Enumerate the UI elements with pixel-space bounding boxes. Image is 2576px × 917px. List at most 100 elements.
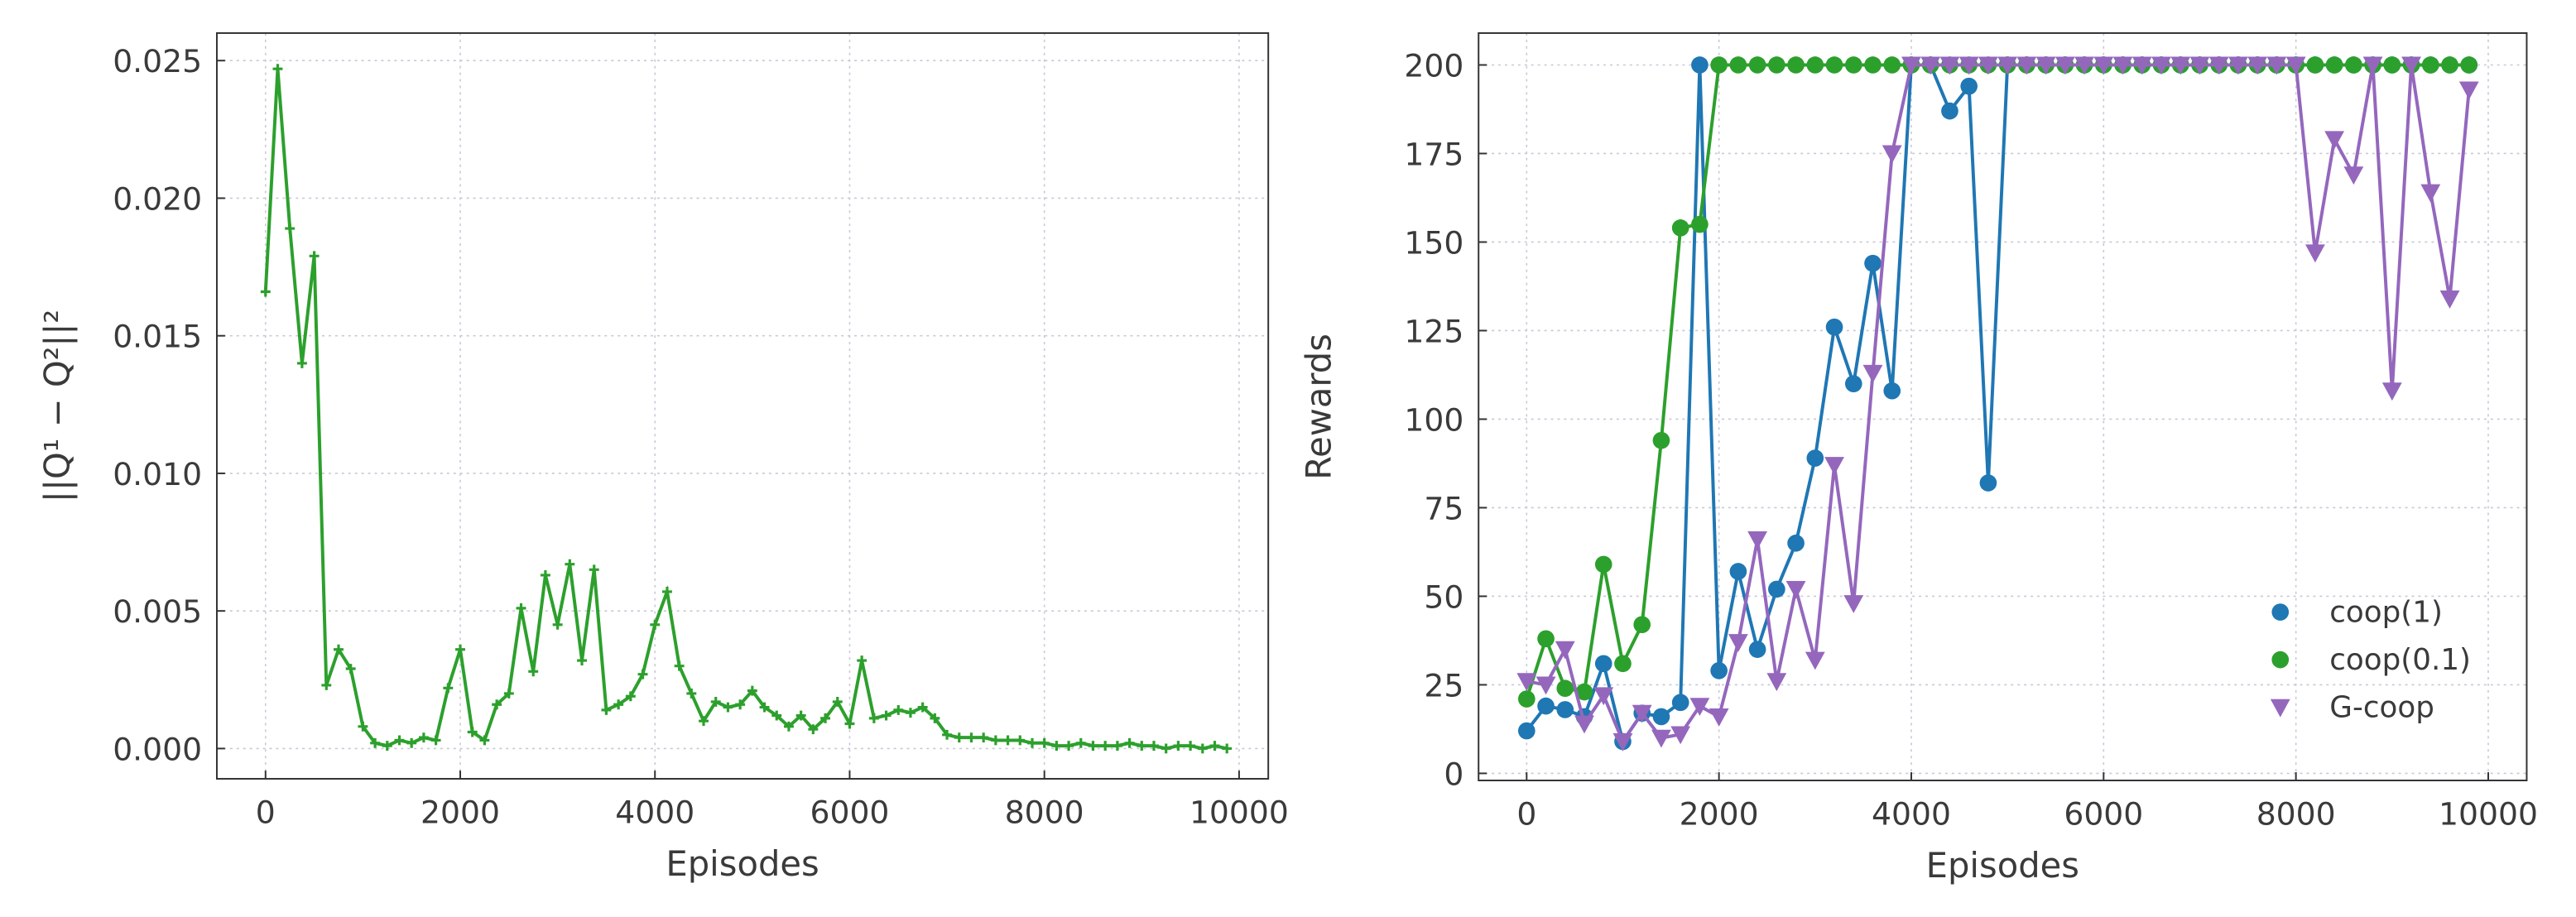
point — [1843, 595, 1864, 613]
point — [990, 735, 1001, 746]
point — [2131, 56, 2152, 75]
point — [625, 691, 636, 702]
point — [1124, 737, 1135, 748]
point — [1958, 56, 1979, 75]
point — [1710, 662, 1728, 679]
point — [2306, 56, 2324, 74]
point — [1729, 563, 1747, 580]
point — [2208, 56, 2229, 75]
point — [832, 696, 843, 707]
point — [1864, 56, 1882, 74]
point — [1710, 56, 1728, 74]
legend-label: coop(1) — [2329, 595, 2443, 629]
y-tick-label: 75 — [1424, 490, 1463, 526]
y-tick-label: 100 — [1404, 401, 1463, 438]
y-tick-label: 0.025 — [113, 43, 202, 79]
x-tick-label: 4000 — [615, 795, 694, 831]
point — [735, 699, 746, 710]
point — [540, 570, 550, 580]
point — [1137, 741, 1147, 751]
point — [1747, 531, 1768, 550]
point — [1691, 215, 1709, 233]
point — [1939, 56, 1960, 75]
point — [1862, 364, 1883, 383]
point — [1728, 634, 1748, 652]
point — [1517, 690, 1536, 708]
point — [358, 721, 368, 732]
x-tick-label: 2000 — [1680, 796, 1759, 833]
point — [1997, 56, 2018, 75]
point — [1844, 375, 1862, 392]
point — [613, 699, 624, 710]
point — [2420, 184, 2441, 203]
point — [1748, 641, 1766, 658]
point — [1787, 56, 1805, 74]
point — [467, 727, 478, 737]
point — [1671, 219, 1689, 237]
point — [1185, 741, 1196, 751]
point — [1173, 741, 1184, 751]
point — [2304, 244, 2325, 263]
point — [601, 704, 612, 715]
point — [1051, 741, 1062, 751]
point — [443, 683, 454, 694]
point — [1536, 676, 1556, 695]
point — [1941, 102, 1958, 120]
point — [637, 669, 648, 679]
point — [2112, 56, 2133, 75]
point — [954, 732, 964, 743]
point — [260, 286, 271, 297]
y-tick-label: 0.010 — [113, 456, 202, 492]
legend-marker — [2270, 699, 2290, 718]
point — [857, 655, 867, 665]
point — [723, 702, 733, 713]
point — [394, 735, 405, 746]
point — [1806, 56, 1824, 74]
point — [1652, 708, 1670, 726]
point — [272, 64, 283, 74]
point — [2285, 56, 2306, 75]
point — [771, 710, 782, 721]
x-axis-label: Episodes — [666, 843, 819, 884]
x-tick-label: 8000 — [2256, 796, 2336, 833]
panel: 0.000 0.005 0.010 0.015 0.020 0.025 0 2000 4000 6… — [36, 31, 1289, 884]
point — [1882, 145, 1902, 164]
point — [1537, 630, 1555, 648]
x-tick-label: 6000 — [810, 795, 889, 831]
x-tick-label: 10000 — [1189, 795, 1289, 831]
point — [1593, 687, 1614, 706]
point — [650, 619, 661, 630]
point — [2381, 382, 2402, 401]
point — [2460, 56, 2478, 74]
point — [1651, 729, 1671, 748]
point — [2383, 56, 2401, 74]
point — [1632, 704, 1652, 723]
point — [503, 688, 514, 699]
axes-frame — [1478, 31, 2528, 781]
point — [1689, 698, 1710, 717]
x-tick-label: 10000 — [2439, 796, 2538, 833]
point — [2324, 131, 2345, 150]
point — [1978, 56, 1998, 75]
point — [1064, 741, 1074, 751]
point — [917, 702, 928, 713]
point — [1671, 694, 1689, 712]
point — [1691, 56, 1709, 74]
y-tick-label: 50 — [1424, 579, 1463, 615]
y-tick-label: 175 — [1404, 136, 1463, 172]
point — [2247, 56, 2268, 75]
point — [1844, 56, 1862, 74]
y-tick-label: 0.020 — [113, 180, 202, 217]
point — [1825, 318, 1843, 336]
point — [455, 644, 465, 655]
axes-frame — [215, 31, 1270, 780]
point — [2074, 56, 2094, 75]
point — [906, 708, 916, 718]
point — [1670, 726, 1691, 745]
point — [844, 718, 855, 729]
point — [868, 713, 879, 723]
point — [1594, 555, 1612, 574]
point — [1197, 743, 1208, 754]
